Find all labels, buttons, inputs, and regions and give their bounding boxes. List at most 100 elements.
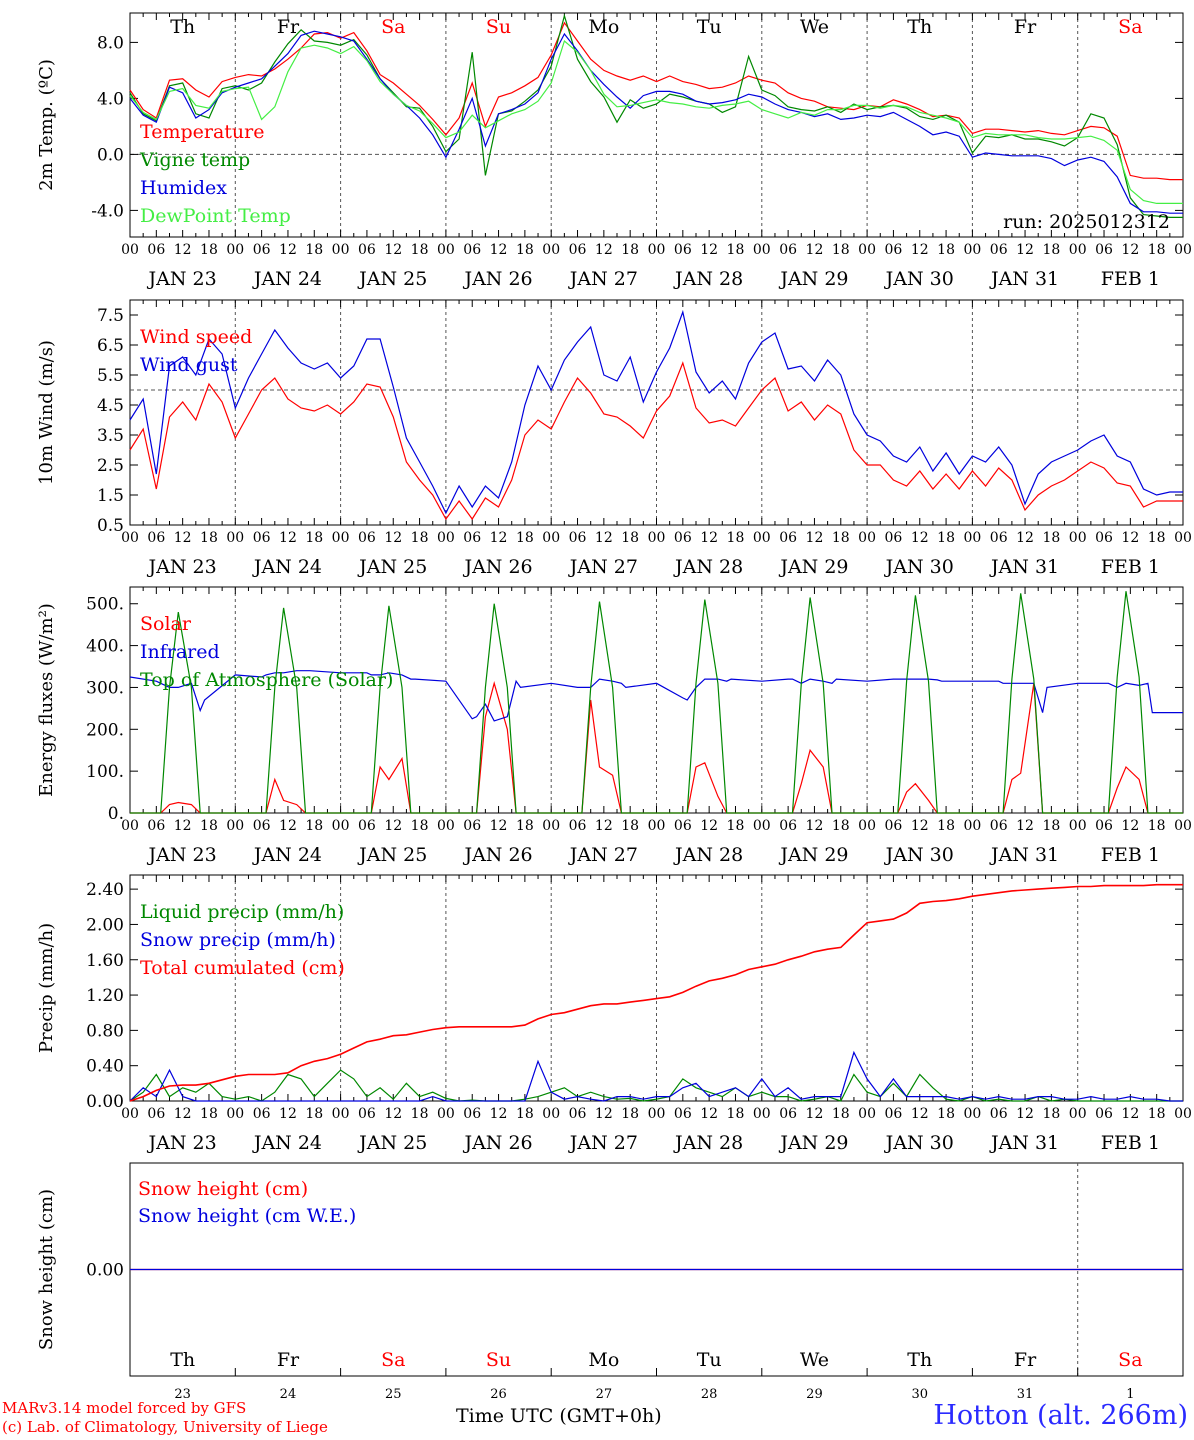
y-tick-label: 7.5 xyxy=(97,306,124,326)
weekday-label: Fr xyxy=(277,16,300,38)
hour-tick-label: 12 xyxy=(490,1106,508,1122)
hour-tick-label: 00 xyxy=(753,818,771,834)
day-number-label: 27 xyxy=(596,1387,613,1402)
date-label: JAN 23 xyxy=(147,556,217,578)
hour-tick-label: 12 xyxy=(1121,818,1139,834)
hour-tick-label: 06 xyxy=(674,530,692,546)
hour-tick-label: 00 xyxy=(753,1106,771,1122)
weekday-label: Th xyxy=(907,1349,932,1371)
hour-tick-label: 06 xyxy=(358,1106,376,1122)
day-number-label: 28 xyxy=(701,1387,718,1402)
hour-tick-label: 06 xyxy=(147,242,165,258)
hour-tick-label: 18 xyxy=(411,818,429,834)
legend-entry: Solar xyxy=(140,613,192,635)
y-axis-title: Snow height (cm) xyxy=(36,1189,57,1350)
hour-tick-label: 18 xyxy=(937,1106,955,1122)
date-label: FEB 1 xyxy=(1101,1132,1160,1154)
weekday-label: Mo xyxy=(588,1349,619,1371)
hour-tick-label: 00 xyxy=(1174,818,1192,834)
hour-tick-label: 12 xyxy=(700,530,718,546)
hour-tick-label: 00 xyxy=(963,818,981,834)
hour-tick-label: 00 xyxy=(542,1106,560,1122)
hour-tick-label: 12 xyxy=(384,1106,402,1122)
hour-tick-label: 12 xyxy=(595,818,613,834)
weekday-label: Fr xyxy=(1014,1349,1037,1371)
hour-tick-label: 06 xyxy=(885,242,903,258)
hour-tick-label: 00 xyxy=(753,530,771,546)
hour-tick-label: 12 xyxy=(384,242,402,258)
date-label: JAN 29 xyxy=(778,844,848,866)
hour-tick-label: 12 xyxy=(911,242,929,258)
hour-tick-label: 12 xyxy=(174,242,192,258)
hour-tick-label: 12 xyxy=(174,818,192,834)
hour-tick-label: 12 xyxy=(911,530,929,546)
hour-tick-label: 00 xyxy=(648,530,666,546)
hour-tick-label: 18 xyxy=(200,1106,218,1122)
hour-tick-label: 18 xyxy=(727,530,745,546)
legend-entry: Liquid precip (mm/h) xyxy=(140,901,344,923)
weekday-label: Tu xyxy=(697,16,722,38)
date-label: JAN 29 xyxy=(778,268,848,290)
hour-tick-label: 12 xyxy=(700,242,718,258)
hour-tick-label: 12 xyxy=(490,242,508,258)
hour-tick-label: 18 xyxy=(411,1106,429,1122)
hour-tick-label: 18 xyxy=(200,530,218,546)
hour-tick-label: 06 xyxy=(358,818,376,834)
hour-tick-label: 06 xyxy=(253,818,271,834)
legend-entry: Total cumulated (cm) xyxy=(140,957,345,979)
hour-tick-label: 06 xyxy=(990,530,1008,546)
hour-tick-label: 18 xyxy=(1148,242,1166,258)
hour-tick-label: 12 xyxy=(1016,1106,1034,1122)
series-line-infrared xyxy=(129,670,1183,722)
hour-tick-label: 00 xyxy=(121,530,139,546)
weekday-label: We xyxy=(800,1349,829,1371)
day-number-label: 1 xyxy=(1126,1387,1134,1402)
hour-tick-label: 06 xyxy=(147,1106,165,1122)
weekday-label: Sa xyxy=(381,1349,405,1371)
hour-tick-label: 12 xyxy=(806,1106,824,1122)
date-label: JAN 26 xyxy=(462,1132,532,1154)
y-axis-title: 2m Temp. (ºC) xyxy=(36,59,57,191)
y-tick-label: 200. xyxy=(86,720,124,740)
y-tick-label: 2.5 xyxy=(97,456,124,476)
date-label: JAN 28 xyxy=(673,1132,743,1154)
hour-tick-label: 12 xyxy=(595,242,613,258)
legend-entry: Wind gust xyxy=(140,354,238,376)
hour-tick-label: 12 xyxy=(1016,530,1034,546)
date-label: JAN 23 xyxy=(147,268,217,290)
hour-tick-label: 12 xyxy=(279,530,297,546)
hour-tick-label: 06 xyxy=(358,242,376,258)
hour-tick-label: 12 xyxy=(806,530,824,546)
hour-tick-label: 18 xyxy=(200,818,218,834)
series-line-snow-precip-mm-h xyxy=(129,1050,1183,1102)
hour-tick-label: 06 xyxy=(990,242,1008,258)
date-label: JAN 28 xyxy=(673,268,743,290)
station-name: Hotton (alt. 266m) xyxy=(933,1400,1188,1431)
hour-tick-label: 18 xyxy=(411,242,429,258)
y-tick-label: 400. xyxy=(86,637,124,657)
date-label: JAN 31 xyxy=(989,844,1059,866)
legend-entry: Vigne temp xyxy=(139,149,250,171)
hour-tick-label: 12 xyxy=(279,1106,297,1122)
y-tick-label: 4.5 xyxy=(97,396,124,416)
legend-entry: Wind speed xyxy=(140,326,252,348)
hour-tick-label: 18 xyxy=(621,530,639,546)
date-label: FEB 1 xyxy=(1101,268,1160,290)
date-label: JAN 23 xyxy=(147,1132,217,1154)
hour-tick-label: 06 xyxy=(358,530,376,546)
hour-tick-label: 18 xyxy=(1042,818,1060,834)
hour-tick-label: 18 xyxy=(1042,242,1060,258)
y-tick-label: -4.0 xyxy=(91,201,124,221)
panel-frame xyxy=(129,299,1184,526)
date-label: FEB 1 xyxy=(1101,556,1160,578)
y-tick-label: 3.5 xyxy=(97,426,124,446)
hour-tick-label: 06 xyxy=(674,1106,692,1122)
hour-tick-label: 18 xyxy=(727,1106,745,1122)
hour-tick-label: 06 xyxy=(147,530,165,546)
hour-tick-label: 00 xyxy=(1174,242,1192,258)
hour-tick-label: 06 xyxy=(463,818,481,834)
legend-entry: Temperature xyxy=(140,121,264,143)
hour-tick-label: 00 xyxy=(542,242,560,258)
y-tick-label: 0.00 xyxy=(86,1092,124,1112)
hour-tick-label: 18 xyxy=(727,818,745,834)
